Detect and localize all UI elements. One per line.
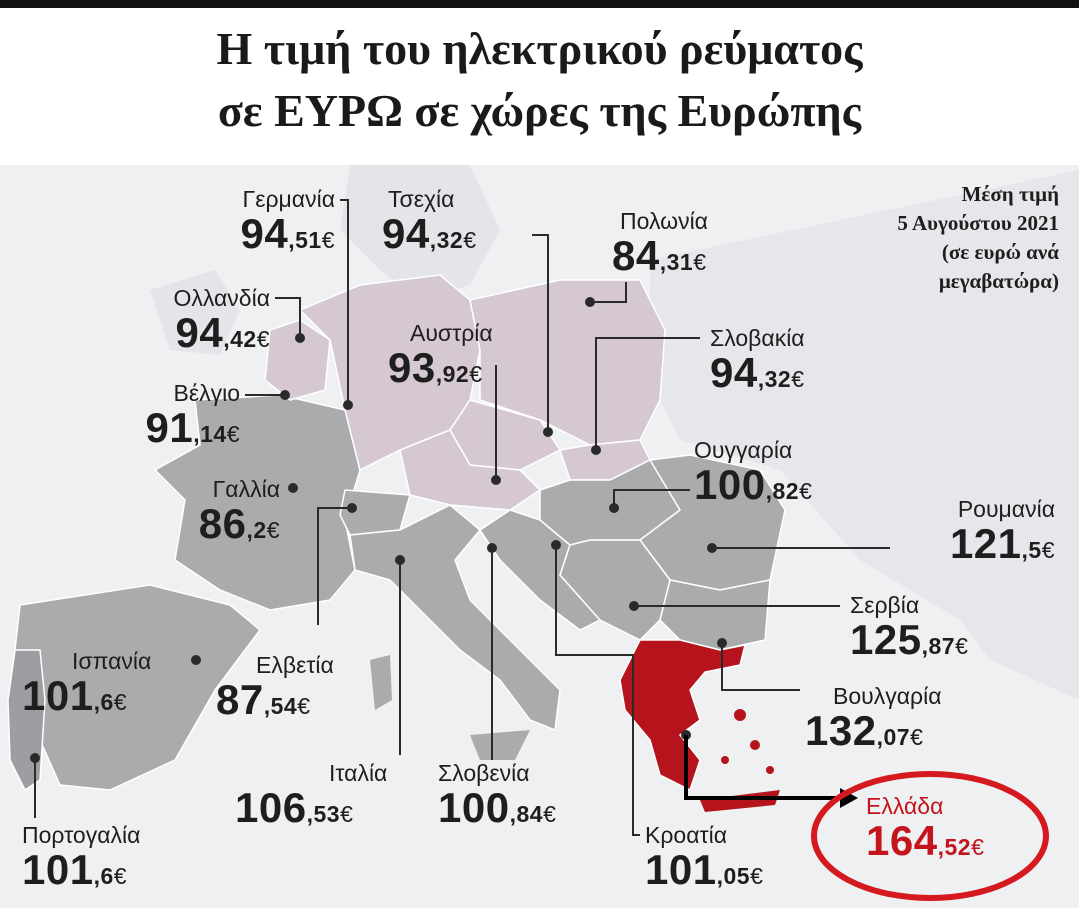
note-line-2: 5 Αυγούστου 2021 bbox=[897, 211, 1059, 235]
country-name: Ιταλία bbox=[329, 760, 388, 786]
country-name: Πορτογαλία bbox=[22, 822, 141, 848]
price-value: 101,6€ bbox=[22, 672, 128, 719]
label-italy: Ιταλία 106,53€ bbox=[235, 760, 387, 836]
price-value: 100,84€ bbox=[438, 784, 557, 831]
country-name: Ελβετία bbox=[256, 652, 334, 678]
label-austria: Αυστρία 93,92€ bbox=[388, 320, 493, 396]
greece-shape bbox=[619, 639, 747, 792]
leader-dots bbox=[30, 297, 727, 763]
country-name: Γαλλία bbox=[212, 476, 280, 502]
price-value: 94,32€ bbox=[382, 210, 477, 257]
leader-slovakia bbox=[595, 337, 700, 450]
label-slovakia: Σλοβακία 94,32€ bbox=[710, 325, 805, 401]
label-romania: Ρουμανία 121,5€ bbox=[850, 496, 1055, 572]
country-name: Βέλγιο bbox=[173, 380, 241, 406]
greece-arrow-line bbox=[684, 735, 840, 800]
price-value: 86,2€ bbox=[198, 500, 280, 547]
label-france: Γαλλία 86,2€ bbox=[130, 476, 280, 552]
country-name: Ουγγαρία bbox=[694, 437, 793, 463]
note-line-1: Μέση τιμή bbox=[961, 182, 1059, 206]
country-name: Γερμανία bbox=[242, 186, 335, 212]
title-line-2: σε ΕΥΡΩ σε χώρες της Ευρώπης bbox=[217, 85, 862, 136]
price-value: 84,31€ bbox=[612, 232, 707, 279]
sardinia-shape bbox=[370, 655, 392, 710]
page-title: Η τιμή του ηλεκτρικού ρεύματος σε ΕΥΡΩ σ… bbox=[0, 18, 1079, 142]
price-value: 164,52€ bbox=[866, 817, 985, 864]
greece-highlight-ring bbox=[811, 771, 1049, 901]
price-value: 94,42€ bbox=[175, 309, 270, 356]
country-name: Αυστρία bbox=[410, 320, 493, 346]
label-portugal: Πορτογαλία 101,6€ bbox=[22, 822, 140, 898]
label-czechia: Τσεχία 94,32€ bbox=[382, 186, 477, 262]
leader-czechia bbox=[532, 234, 549, 432]
country-name: Ολλανδία bbox=[173, 285, 270, 311]
price-value: 106,53€ bbox=[235, 784, 354, 831]
country-name: Βουλγαρία bbox=[833, 683, 942, 709]
price-value: 91,14€ bbox=[145, 404, 240, 451]
country-name: Σερβία bbox=[850, 592, 920, 618]
crete-shape bbox=[700, 790, 780, 812]
leader-poland bbox=[590, 282, 627, 303]
price-value: 87,54€ bbox=[216, 676, 311, 723]
leader-germany bbox=[340, 199, 349, 405]
title-line-1: Η τιμή του ηλεκτρικού ρεύματος bbox=[216, 23, 863, 74]
leader-switzerland bbox=[317, 507, 352, 625]
price-value: 125,87€ bbox=[850, 616, 969, 663]
greek-island bbox=[766, 766, 774, 774]
country-name: Σλοβενία bbox=[438, 760, 530, 786]
label-greece: Ελλάδα 164,52€ bbox=[866, 793, 984, 869]
country-name: Σλοβακία bbox=[710, 325, 805, 351]
top-bar bbox=[0, 0, 1079, 8]
leader-lines bbox=[34, 199, 890, 836]
note-line-3: (σε ευρώ ανά bbox=[941, 240, 1059, 264]
label-serbia: Σερβία 125,87€ bbox=[850, 592, 968, 668]
country-name: Ρουμανία bbox=[957, 496, 1055, 522]
greek-island bbox=[721, 756, 729, 764]
country-name: Τσεχία bbox=[388, 186, 455, 212]
note-line-4: μεγαβατώρα) bbox=[938, 269, 1059, 293]
label-spain: Ισπανία 101,6€ bbox=[22, 648, 151, 724]
price-value: 93,92€ bbox=[388, 344, 483, 391]
east-land bbox=[650, 170, 1079, 700]
label-poland: Πολωνία 84,31€ bbox=[612, 208, 708, 284]
country-name: Πολωνία bbox=[620, 208, 708, 234]
leader-croatia bbox=[555, 545, 640, 836]
greek-island bbox=[734, 709, 746, 721]
uk-land bbox=[150, 270, 240, 355]
label-slovenia: Σλοβενία 100,84€ bbox=[438, 760, 556, 836]
leader-bulgaria bbox=[721, 643, 800, 691]
label-croatia: Κροατία 101,05€ bbox=[645, 822, 763, 898]
label-netherlands: Ολλανδία 94,42€ bbox=[120, 285, 270, 361]
price-value: 94,51€ bbox=[240, 210, 335, 257]
label-belgium: Βέλγιο 91,14€ bbox=[90, 380, 241, 456]
country-name: Ισπανία bbox=[72, 648, 152, 674]
price-value: 94,32€ bbox=[710, 349, 805, 396]
leader-netherlands bbox=[275, 297, 301, 338]
country-name: Κροατία bbox=[645, 822, 728, 848]
country-name: Ελλάδα bbox=[866, 793, 944, 819]
sicily-shape bbox=[470, 730, 530, 760]
label-switzerland: Ελβετία 87,54€ bbox=[216, 652, 334, 728]
leader-hungary bbox=[613, 489, 690, 508]
price-value: 121,5€ bbox=[949, 520, 1055, 567]
price-note: Μέση τιμή 5 Αυγούστου 2021 (σε ευρώ ανά … bbox=[897, 180, 1059, 296]
price-value: 100,82€ bbox=[694, 461, 813, 508]
label-bulgaria: Βουλγαρία 132,07€ bbox=[805, 683, 942, 759]
price-value: 132,07€ bbox=[805, 707, 924, 754]
label-germany: Γερμανία 94,51€ bbox=[185, 186, 336, 262]
label-hungary: Ουγγαρία 100,82€ bbox=[694, 437, 812, 513]
price-value: 101,6€ bbox=[22, 846, 128, 893]
price-value: 101,05€ bbox=[645, 846, 764, 893]
greek-island bbox=[750, 740, 760, 750]
north-land bbox=[340, 165, 500, 300]
